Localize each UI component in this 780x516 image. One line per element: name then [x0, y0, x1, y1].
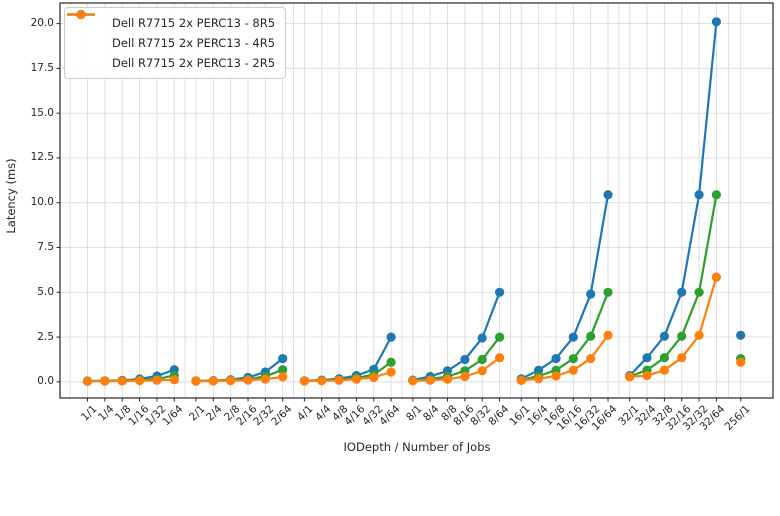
- data-point: [191, 376, 201, 386]
- y-tick-label: 2.5: [37, 330, 54, 343]
- data-point: [477, 333, 487, 343]
- data-point: [460, 354, 470, 365]
- data-point: [711, 190, 722, 200]
- data-point: [736, 357, 746, 367]
- data-point: [495, 332, 505, 342]
- data-point: [152, 375, 162, 385]
- data-point: [299, 376, 309, 386]
- plot-border: [59, 2, 774, 399]
- data-point: [169, 375, 179, 385]
- data-point: [694, 190, 704, 200]
- y-tick-label: 20.0: [30, 17, 54, 30]
- data-point: [442, 374, 453, 384]
- data-point: [278, 354, 288, 364]
- data-point: [568, 365, 578, 375]
- legend-item: Dell R7715 2x PERC13 - 2R5: [67, 9, 276, 73]
- data-point: [534, 374, 544, 384]
- data-point: [278, 365, 288, 375]
- y-tick-label: 12.5: [30, 151, 54, 164]
- y-tick-label: 10.0: [30, 196, 54, 209]
- y-axis-title: Latency (ms): [4, 158, 18, 234]
- data-point: [711, 17, 722, 27]
- data-point: [369, 372, 379, 382]
- legend: Dell R7715 2x PERC13 - 8R5 Dell R7715 2x …: [64, 7, 287, 79]
- data-point: [351, 374, 361, 384]
- data-point: [386, 357, 396, 367]
- data-point: [425, 375, 435, 385]
- data-point: [677, 353, 687, 363]
- y-tick-label: 15.0: [30, 106, 54, 119]
- data-point: [100, 376, 110, 386]
- data-point: [82, 376, 93, 386]
- legend-label: Dell R7715 2x PERC13 - 4R5: [112, 36, 276, 50]
- data-point: [625, 372, 635, 382]
- data-point: [408, 376, 418, 386]
- data-point: [334, 375, 344, 385]
- legend-item: Dell R7715 2x PERC13 - 4R5: [67, 9, 276, 53]
- data-point: [586, 354, 596, 364]
- data-point: [386, 367, 396, 377]
- data-point: [677, 331, 687, 341]
- data-point: [317, 376, 327, 386]
- y-tick-label: 7.5: [37, 241, 54, 254]
- data-point: [495, 353, 505, 363]
- data-point: [603, 330, 613, 340]
- data-point: [135, 376, 145, 386]
- legend-label: Dell R7715 2x PERC13 - 8R5: [112, 16, 276, 30]
- data-point: [603, 190, 613, 200]
- data-point: [568, 332, 578, 342]
- data-point: [460, 371, 470, 382]
- data-point: [568, 354, 578, 364]
- data-point: [226, 376, 236, 386]
- y-tick-label: 0.0: [37, 375, 54, 388]
- data-point: [477, 354, 487, 365]
- data-point: [586, 289, 596, 299]
- legend-label: Dell R7715 2x PERC13 - 2R5: [112, 56, 276, 70]
- series-line: [628, 193, 718, 378]
- data-point: [551, 371, 561, 381]
- data-point: [659, 365, 670, 375]
- data-point: [659, 331, 670, 341]
- data-point: [516, 375, 526, 385]
- data-point: [711, 272, 722, 282]
- data-point: [386, 332, 396, 342]
- data-point: [694, 330, 704, 340]
- data-point: [477, 366, 487, 376]
- data-point: [642, 353, 652, 363]
- data-point: [495, 287, 505, 297]
- data-point: [117, 376, 127, 386]
- data-point: [586, 331, 596, 341]
- data-point: [677, 287, 687, 297]
- data-point: [642, 371, 652, 381]
- y-tick-label: 5.0: [37, 285, 54, 298]
- data-point: [278, 372, 288, 382]
- data-point: [208, 376, 218, 386]
- data-point: [659, 353, 670, 363]
- data-point: [694, 287, 704, 297]
- data-point: [736, 330, 746, 340]
- data-point: [243, 375, 253, 385]
- y-tick-label: 17.5: [30, 61, 54, 74]
- data-point: [551, 354, 561, 364]
- x-axis-title: IODepth / Number of Jobs: [343, 440, 491, 454]
- legend-item: Dell R7715 2x PERC13 - 8R5: [67, 9, 276, 33]
- data-point: [603, 287, 613, 297]
- data-point: [260, 374, 270, 384]
